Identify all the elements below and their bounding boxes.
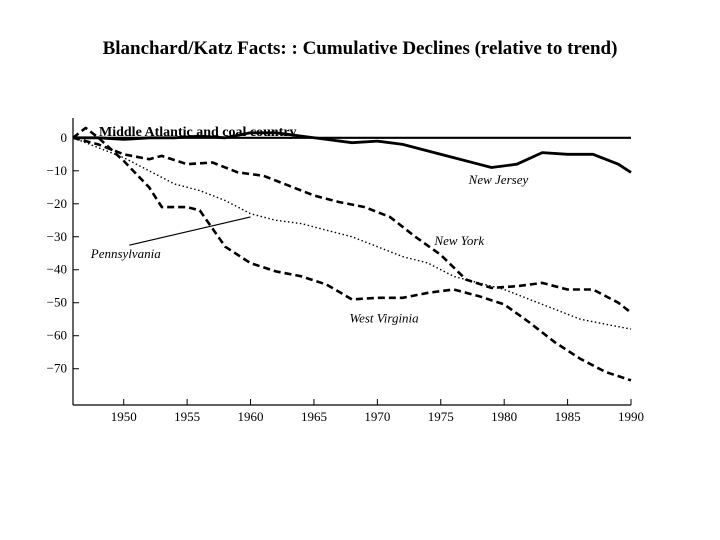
x-tick-label: 1970 — [364, 409, 390, 424]
x-tick-label: 1960 — [238, 409, 264, 424]
y-tick-label: −10 — [47, 163, 67, 178]
series-line-pennsylvania — [72, 137, 632, 330]
x-tick-label: 1955 — [174, 409, 200, 424]
x-tick-label: 1990 — [618, 409, 644, 424]
series-line-new-york — [72, 136, 632, 314]
series-line-new-jersey — [73, 131, 632, 174]
tick-labels: 0 −10 −20 −30 −40 −50 −60 −70 1950 1955 1960 1965 19… — [47, 130, 644, 424]
y-tick-label: −60 — [47, 328, 67, 343]
series-label-new-jersey: New Jersey — [468, 172, 529, 187]
series-label-west-virginia: West Virginia — [349, 311, 419, 326]
slide-title: Blanchard/Katz Facts: : Cumulative Decli… — [102, 38, 618, 59]
x-tick-label: 1975 — [428, 409, 454, 424]
chart-axes — [72, 118, 632, 406]
y-tick-label: −30 — [47, 229, 67, 244]
y-tick-label: −40 — [47, 262, 67, 277]
series-label-pennsylvania: Pennsylvania — [90, 246, 162, 261]
x-tick-label: 1980 — [491, 409, 517, 424]
y-tick-label: −70 — [47, 361, 67, 376]
series-labels: New Jersey New York Pennsylvania West Virgi… — [90, 172, 529, 326]
chart-title: Middle Atlantic and coal country — [99, 125, 297, 140]
label-pointer-pennsylvania — [129, 216, 251, 246]
x-tick-label: 1950 — [111, 409, 137, 424]
series-line-west-virginia — [72, 126, 632, 382]
y-tick-label: 0 — [61, 130, 68, 145]
y-tick-label: −50 — [47, 295, 67, 310]
x-tick-label: 1985 — [555, 409, 581, 424]
x-tick-label: 1965 — [301, 409, 327, 424]
y-tick-label: −20 — [47, 196, 67, 211]
series-label-new-york: New York — [433, 233, 484, 248]
series-layer — [72, 126, 632, 382]
